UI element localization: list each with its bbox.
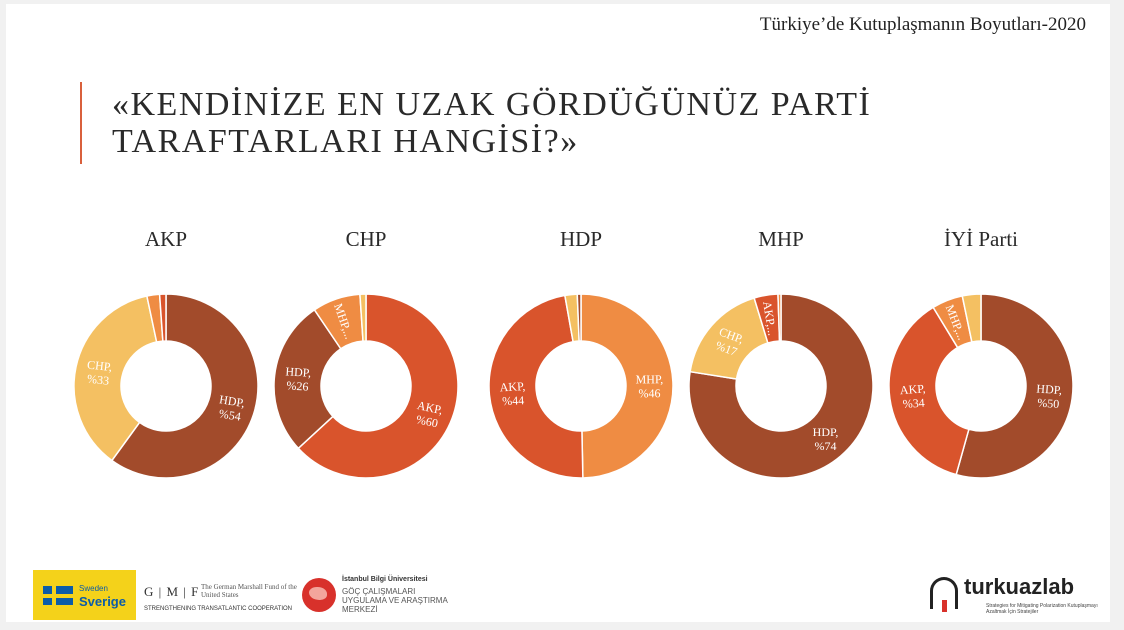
slide: Türkiye’de Kutuplaşmanın Boyutları-2020 … — [6, 4, 1110, 622]
globe-icon — [302, 578, 336, 612]
sweden-flag-icon — [43, 586, 73, 605]
donut-slice — [297, 293, 459, 479]
slice-label: HDP,%54 — [216, 392, 246, 424]
sweden-logo: Sweden Sverige — [33, 570, 136, 620]
donut-slice — [955, 293, 1074, 479]
turkuazlab-name: turkuazlab — [964, 574, 1075, 599]
donut-slice — [576, 293, 582, 342]
donut-slice — [488, 294, 584, 479]
donut-slice — [73, 295, 158, 462]
donut-slice — [273, 308, 342, 450]
footer: Sweden Sverige G | M | F The German Mars… — [6, 564, 1110, 622]
slice-label: AKP,%34 — [899, 381, 927, 411]
arch-icon — [930, 577, 958, 612]
donut-charts: AKPHDP,%54CHP,%33CHPAKP,%60HDP,%26MHP,..… — [73, 227, 1074, 479]
donut-slice — [777, 293, 782, 342]
bilgi-center: GÖÇ ÇALIŞMALARI UYGULAMA VE ARAŞTIRMA ME… — [342, 587, 448, 614]
donut-slice — [961, 293, 982, 343]
slice-label: HDP,%26 — [284, 364, 311, 393]
turkuazlab-tagline: Strategies for Mitigating Polarization K… — [986, 603, 1098, 615]
slice-label: HDP, %74 — [813, 425, 839, 453]
chart-title: MHP — [758, 227, 804, 251]
chart-title: HDP — [560, 227, 602, 251]
slice-label: CHP,%33 — [85, 358, 113, 388]
donut-chp: CHPAKP,%60HDP,%26MHP,... — [273, 227, 459, 479]
donut-slice — [580, 293, 674, 479]
bilgi-university: İstanbul Bilgi Üniversitesi — [342, 576, 428, 583]
donut-slice — [110, 293, 259, 479]
chart-title: İYİ Parti — [944, 227, 1018, 251]
bilgi-logo: İstanbul Bilgi Üniversitesi GÖÇ ÇALIŞMAL… — [302, 576, 452, 622]
question-line-1: «KENDİNİZE EN UZAK GÖRDÜĞÜNÜZ PARTİ — [112, 86, 872, 123]
slice-label: MHP, %46 — [636, 372, 664, 400]
slice-label: HDP,%50 — [1035, 381, 1063, 411]
question-line-2: TARAFTARLARI HANGİSİ?» — [112, 123, 579, 160]
gmf-name: The German Marshall Fund of the United S… — [201, 583, 297, 599]
donut-slice — [688, 293, 874, 479]
sweden-small-text: Sweden — [79, 584, 108, 593]
report-title: Türkiye’de Kutuplaşmanın Boyutları-2020 — [759, 14, 1086, 35]
question-title: «KENDİNİZE EN UZAK GÖRDÜĞÜNÜZ PARTİ TARA… — [112, 86, 932, 160]
donut-akp: AKP HDP,%54 CHP,%33 — [73, 227, 259, 479]
gmf-tagline: STRENGTHENING TRANSATLANTIC COOPERATION — [144, 606, 293, 612]
donut-hdp: HDP MHP, %46 AKP,%44 — [488, 227, 674, 479]
turkuazlab-logo: turkuazlab Strategies for Mitigating Pol… — [930, 574, 1102, 618]
gmf-mark: G | M | F — [144, 584, 200, 599]
donut-i-yi-parti: İYİ PartiHDP,%50AKP,%34MHP,... — [888, 227, 1074, 479]
chart-title: AKP — [145, 227, 187, 251]
gmf-logo: G | M | F The German Marshall Fund of th… — [144, 582, 304, 616]
slice-label: AKP,%60 — [413, 398, 444, 431]
slice-label: AKP,... — [760, 300, 779, 337]
chart-title: CHP — [346, 227, 387, 251]
donut-slice — [359, 293, 367, 342]
donut-slice — [158, 293, 167, 342]
sweden-big-text: Sverige — [79, 594, 126, 609]
donut-slice — [888, 306, 970, 476]
slice-label: AKP,%44 — [499, 379, 526, 408]
accent-bar — [80, 82, 82, 164]
